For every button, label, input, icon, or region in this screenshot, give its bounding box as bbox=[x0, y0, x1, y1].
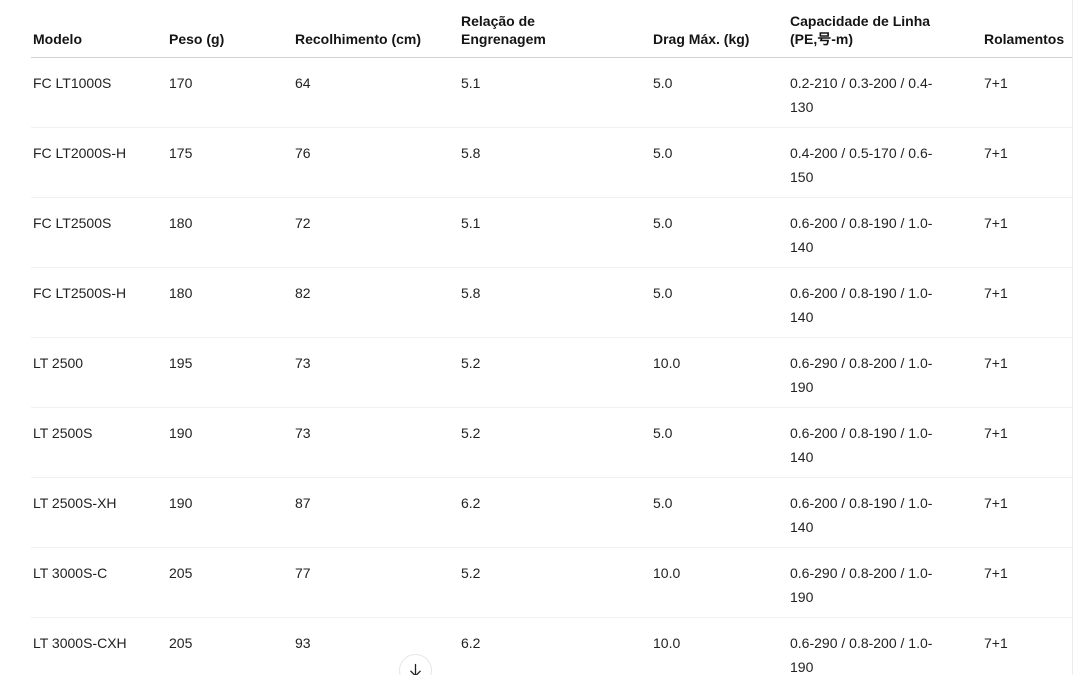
cell-peso: 175 bbox=[167, 127, 293, 198]
cell-recolhimento: 73 bbox=[293, 337, 459, 408]
cell-drag: 10.0 bbox=[651, 547, 788, 618]
cell-modelo: FC LT1000S bbox=[31, 57, 167, 128]
cell-drag: 5.0 bbox=[651, 477, 788, 548]
cell-peso: 195 bbox=[167, 337, 293, 408]
column-header-peso: Peso (g) bbox=[167, 0, 293, 58]
cell-capacidade: 0.2-210 / 0.3-200 / 0.4-130 bbox=[788, 57, 982, 128]
column-header-capacidade: Capacidade de Linha (PE,号-m) bbox=[788, 0, 982, 58]
column-header-drag: Drag Máx. (kg) bbox=[651, 0, 788, 58]
table-row: FC LT2500S 180 72 5.1 5.0 0.6-200 / 0.8-190 /… bbox=[31, 197, 1073, 268]
cell-modelo: FC LT2500S bbox=[31, 197, 167, 268]
table-row: LT 3000S-C 205 77 5.2 10.0 0.6-290 / 0.8-200 … bbox=[31, 547, 1073, 618]
cell-relacao: 6.2 bbox=[459, 477, 651, 548]
cell-modelo: LT 2500 bbox=[31, 337, 167, 408]
cell-relacao: 6.2 bbox=[461, 635, 481, 651]
cell-capacidade: 0.6-200 / 0.8-190 / 1.0-140 bbox=[788, 197, 982, 268]
table-row: FC LT2000S-H 175 76 5.8 5.0 0.4-200 / 0.5-170… bbox=[31, 127, 1073, 198]
cell-capacidade: 0.6-200 / 0.8-190 / 1.0-140 bbox=[788, 477, 982, 548]
cell-drag: 10.0 bbox=[651, 337, 788, 408]
cell-rolamentos: 7+1 bbox=[982, 57, 1073, 128]
cell-recolhimento: 87 bbox=[293, 477, 459, 548]
cell-capacidade: 0.6-200 / 0.8-190 / 1.0-140 bbox=[788, 407, 982, 478]
cell-recolhimento: 73 bbox=[293, 407, 459, 478]
cell-relacao: 5.2 bbox=[459, 407, 651, 478]
table-row: LT 2500S-XH 190 87 6.2 5.0 0.6-200 / 0.8-190 … bbox=[31, 477, 1073, 548]
table-row: LT 3000S-CXH 205 93 6.2 10.0 0.6-290 / 0.8-20… bbox=[31, 618, 1073, 675]
cell-rolamentos: 7+1 bbox=[982, 547, 1073, 618]
cell-peso: 190 bbox=[167, 407, 293, 478]
cell-rolamentos: 7+1 bbox=[982, 197, 1073, 268]
spec-table: Modelo Peso (g) Recolhimento (cm) Relação d… bbox=[31, 0, 1073, 675]
cell-recolhimento: 76 bbox=[293, 127, 459, 198]
cell-peso: 180 bbox=[167, 267, 293, 338]
spec-table-container: Modelo Peso (g) Recolhimento (cm) Relação d… bbox=[31, 0, 1075, 675]
cell-modelo: LT 2500S-XH bbox=[31, 477, 167, 548]
cell-capacidade: 0.6-290 / 0.8-200 / 1.0-190 bbox=[788, 337, 982, 408]
cell-relacao: 5.1 bbox=[459, 197, 651, 268]
header-row: Modelo Peso (g) Recolhimento (cm) Relação d… bbox=[31, 0, 1073, 58]
table-right-border bbox=[1072, 0, 1073, 675]
cell-rolamentos: 7+1 bbox=[982, 337, 1073, 408]
cell-drag: 5.0 bbox=[651, 127, 788, 198]
spec-table-body: FC LT1000S 170 64 5.1 5.0 0.2-210 / 0.3-200 /… bbox=[31, 57, 1073, 675]
cell-recolhimento: 72 bbox=[293, 197, 459, 268]
cell-modelo: LT 3000S-C bbox=[31, 547, 167, 618]
column-header-relacao: Relação de Engrenagem bbox=[459, 0, 651, 58]
cell-recolhimento: 82 bbox=[293, 267, 459, 338]
cell-drag: 10.0 bbox=[653, 635, 681, 651]
cell-drag: 5.0 bbox=[651, 407, 788, 478]
cell-recolhimento: 64 bbox=[293, 57, 459, 128]
cell-capacidade: 0.6-290 / 0.8-200 / 1.0-190 bbox=[788, 547, 982, 618]
cell-modelo: LT 3000S-CXH bbox=[33, 635, 127, 651]
cell-relacao: 5.2 bbox=[459, 547, 651, 618]
cell-drag: 5.0 bbox=[651, 197, 788, 268]
cell-rolamentos: 7+1 bbox=[984, 635, 1008, 651]
cell-peso: 190 bbox=[167, 477, 293, 548]
arrow-down-icon bbox=[410, 663, 421, 675]
cell-capacidade: 0.6-290 / 0.8-200 / 1.0-190 bbox=[790, 635, 933, 675]
cell-rolamentos: 7+1 bbox=[982, 477, 1073, 548]
cell-recolhimento: 77 bbox=[293, 547, 459, 618]
table-row: FC LT1000S 170 64 5.1 5.0 0.2-210 / 0.3-200 /… bbox=[31, 57, 1073, 128]
cell-relacao: 5.2 bbox=[459, 337, 651, 408]
cell-rolamentos: 7+1 bbox=[982, 127, 1073, 198]
cell-modelo: LT 2500S bbox=[31, 407, 167, 478]
column-header-recolhimento: Recolhimento (cm) bbox=[293, 0, 459, 58]
cell-drag: 5.0 bbox=[651, 267, 788, 338]
cell-peso: 205 bbox=[167, 547, 293, 618]
cell-modelo: FC LT2000S-H bbox=[31, 127, 167, 198]
cell-relacao: 5.8 bbox=[459, 267, 651, 338]
cell-relacao: 5.1 bbox=[459, 57, 651, 128]
cell-rolamentos: 7+1 bbox=[982, 267, 1073, 338]
column-header-modelo: Modelo bbox=[31, 0, 167, 58]
cell-drag: 5.0 bbox=[651, 57, 788, 128]
table-row: FC LT2500S-H 180 82 5.8 5.0 0.6-200 / 0.8-190… bbox=[31, 267, 1073, 338]
cell-capacidade: 0.6-200 / 0.8-190 / 1.0-140 bbox=[788, 267, 982, 338]
cell-rolamentos: 7+1 bbox=[982, 407, 1073, 478]
cell-capacidade: 0.4-200 / 0.5-170 / 0.6-150 bbox=[788, 127, 982, 198]
cell-peso: 205 bbox=[169, 635, 193, 651]
table-row: LT 2500S 190 73 5.2 5.0 0.6-200 / 0.8-190 / 1… bbox=[31, 407, 1073, 478]
table-row: LT 2500 195 73 5.2 10.0 0.6-290 / 0.8-200 / 1… bbox=[31, 337, 1073, 408]
column-header-rolamentos: Rolamentos bbox=[982, 0, 1073, 58]
cell-peso: 180 bbox=[167, 197, 293, 268]
cell-peso: 170 bbox=[167, 57, 293, 128]
cell-modelo: FC LT2500S-H bbox=[31, 267, 167, 338]
cell-recolhimento: 93 bbox=[295, 635, 311, 651]
cell-relacao: 5.8 bbox=[459, 127, 651, 198]
